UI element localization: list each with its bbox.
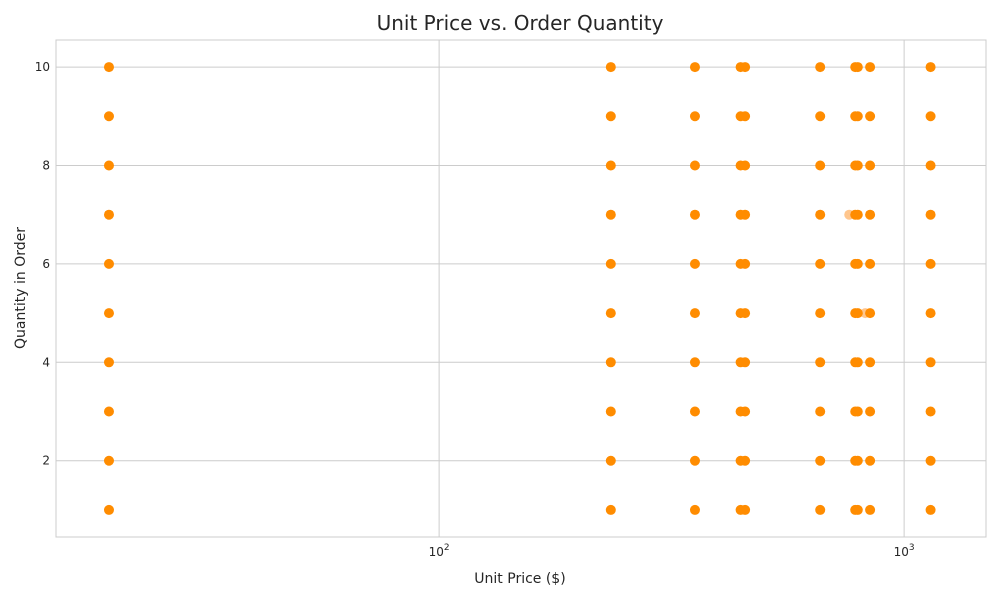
data-point xyxy=(605,406,616,417)
data-point xyxy=(852,406,863,417)
data-point xyxy=(865,111,876,122)
data-point xyxy=(605,209,616,220)
grid xyxy=(56,40,986,537)
data-point xyxy=(689,258,700,269)
data-point xyxy=(103,357,114,368)
data-point xyxy=(865,209,876,220)
data-point xyxy=(852,209,863,220)
data-point xyxy=(740,406,751,417)
x-axis-label: Unit Price ($) xyxy=(474,571,565,587)
data-point xyxy=(925,111,936,122)
y-tick-label: 10 xyxy=(35,60,50,74)
data-point xyxy=(852,160,863,171)
data-point xyxy=(689,160,700,171)
x-tick-base: 10 xyxy=(429,545,444,559)
data-point xyxy=(925,455,936,466)
data-point xyxy=(740,111,751,122)
data-point xyxy=(925,62,936,73)
data-point xyxy=(740,160,751,171)
data-point xyxy=(605,111,616,122)
data-point xyxy=(605,62,616,73)
x-tick-label: 103 xyxy=(894,543,915,559)
data-point xyxy=(689,455,700,466)
data-point xyxy=(815,209,826,220)
data-point xyxy=(605,160,616,171)
data-point xyxy=(689,209,700,220)
data-point xyxy=(740,308,751,319)
data-point xyxy=(852,308,863,319)
x-tick-exponent: 2 xyxy=(444,543,450,553)
data-point xyxy=(852,111,863,122)
data-point xyxy=(815,258,826,269)
y-axis-label: Quantity in Order xyxy=(13,227,29,349)
data-point xyxy=(103,455,114,466)
data-point xyxy=(689,357,700,368)
data-point xyxy=(605,357,616,368)
data-point xyxy=(605,504,616,515)
data-point xyxy=(103,160,114,171)
y-tick-label: 6 xyxy=(42,257,50,271)
data-point xyxy=(605,455,616,466)
data-point xyxy=(852,258,863,269)
data-point xyxy=(925,258,936,269)
data-point xyxy=(815,308,826,319)
data-point xyxy=(103,504,114,515)
data-point xyxy=(925,308,936,319)
data-points xyxy=(103,62,936,515)
data-point xyxy=(689,406,700,417)
data-point xyxy=(740,209,751,220)
data-point xyxy=(605,308,616,319)
data-point xyxy=(740,62,751,73)
x-tick-base: 10 xyxy=(894,545,909,559)
data-point xyxy=(689,308,700,319)
data-point xyxy=(865,308,876,319)
data-point xyxy=(865,455,876,466)
data-point xyxy=(103,209,114,220)
plot-frame xyxy=(55,39,987,538)
data-point xyxy=(852,504,863,515)
data-point xyxy=(103,258,114,269)
data-point xyxy=(815,160,826,171)
y-tick-label: 2 xyxy=(42,454,50,468)
data-point xyxy=(865,62,876,73)
data-point xyxy=(925,406,936,417)
data-point xyxy=(103,308,114,319)
chart-title: Unit Price vs. Order Quantity xyxy=(377,11,664,35)
data-point xyxy=(740,455,751,466)
y-tick-label: 4 xyxy=(42,355,50,369)
data-point xyxy=(815,357,826,368)
x-tick-label: 102 xyxy=(429,543,450,559)
data-point xyxy=(689,111,700,122)
data-point xyxy=(605,258,616,269)
data-point xyxy=(815,455,826,466)
data-point xyxy=(815,504,826,515)
data-point xyxy=(740,258,751,269)
data-point xyxy=(865,160,876,171)
data-point xyxy=(740,504,751,515)
data-point xyxy=(815,62,826,73)
data-point xyxy=(103,111,114,122)
data-point xyxy=(103,406,114,417)
data-point xyxy=(865,406,876,417)
data-point xyxy=(925,160,936,171)
y-tick-label: 8 xyxy=(42,158,50,172)
data-point xyxy=(103,62,114,73)
data-point xyxy=(865,504,876,515)
data-point xyxy=(852,62,863,73)
data-point xyxy=(925,357,936,368)
data-point xyxy=(852,455,863,466)
data-point xyxy=(925,209,936,220)
data-point xyxy=(852,357,863,368)
data-point xyxy=(815,406,826,417)
x-tick-exponent: 3 xyxy=(909,543,915,553)
data-point xyxy=(865,357,876,368)
data-point xyxy=(689,504,700,515)
data-point xyxy=(865,258,876,269)
data-point xyxy=(925,504,936,515)
data-point xyxy=(689,62,700,73)
data-point xyxy=(740,357,751,368)
data-point xyxy=(815,111,826,122)
